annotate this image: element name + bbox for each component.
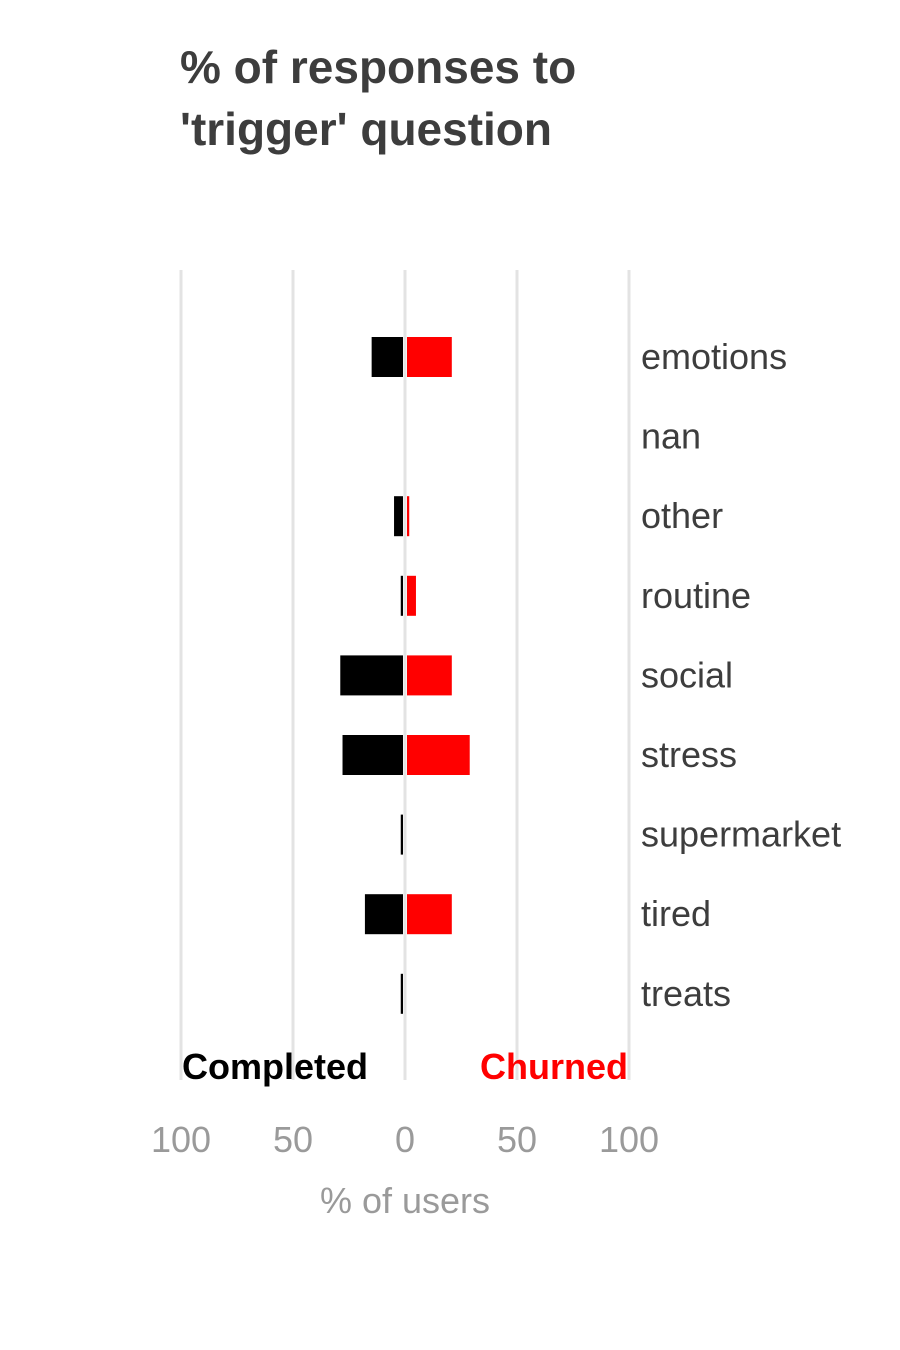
- bar-churned-tired: [407, 894, 452, 935]
- x-axis-label: % of users: [320, 1180, 490, 1221]
- category-label-emotions: emotions: [641, 336, 787, 377]
- legend-completed: Completed: [182, 1046, 368, 1087]
- bar-churned-stress: [407, 735, 470, 775]
- bar-completed-other: [394, 496, 403, 537]
- bar-completed-routine: [400, 575, 403, 616]
- bar-completed-tired: [364, 894, 403, 935]
- x-tick-label-0: 100: [151, 1119, 211, 1160]
- category-label-social: social: [641, 654, 733, 695]
- legend-churned: Churned: [480, 1046, 628, 1087]
- x-tick-label-1: 50: [273, 1119, 313, 1160]
- bar-completed-stress: [342, 735, 403, 775]
- category-label-supermarket: supermarket: [641, 814, 841, 855]
- chart-title: % of responses to 'trigger' question: [180, 36, 780, 160]
- category-label-other: other: [641, 495, 723, 536]
- category-label-routine: routine: [641, 575, 751, 616]
- bar-completed-social: [340, 655, 403, 696]
- bar-completed-treats: [400, 973, 403, 1014]
- bar-completed-supermarket: [400, 814, 403, 855]
- bars: [340, 337, 470, 1014]
- chart-title-line-2: 'trigger' question: [180, 103, 552, 155]
- category-labels: emotions nan other routine social stress super…: [641, 336, 841, 1014]
- x-tick-labels: 100 50 0 50 100: [151, 1119, 659, 1160]
- category-label-treats: treats: [641, 973, 731, 1014]
- bar-churned-other: [407, 496, 410, 537]
- category-label-tired: tired: [641, 893, 711, 934]
- bar-completed-emotions: [371, 337, 403, 377]
- gridlines: [179, 270, 631, 1080]
- x-tick-label-4: 100: [599, 1119, 659, 1160]
- category-label-nan: nan: [641, 416, 701, 457]
- bar-churned-emotions: [407, 337, 452, 377]
- bar-churned-routine: [407, 575, 416, 616]
- x-tick-label-2: 0: [395, 1119, 415, 1160]
- bar-churned-social: [407, 655, 452, 696]
- chart-title-line-1: % of responses to: [180, 41, 577, 93]
- x-tick-label-3: 50: [497, 1119, 537, 1160]
- category-label-stress: stress: [641, 734, 737, 775]
